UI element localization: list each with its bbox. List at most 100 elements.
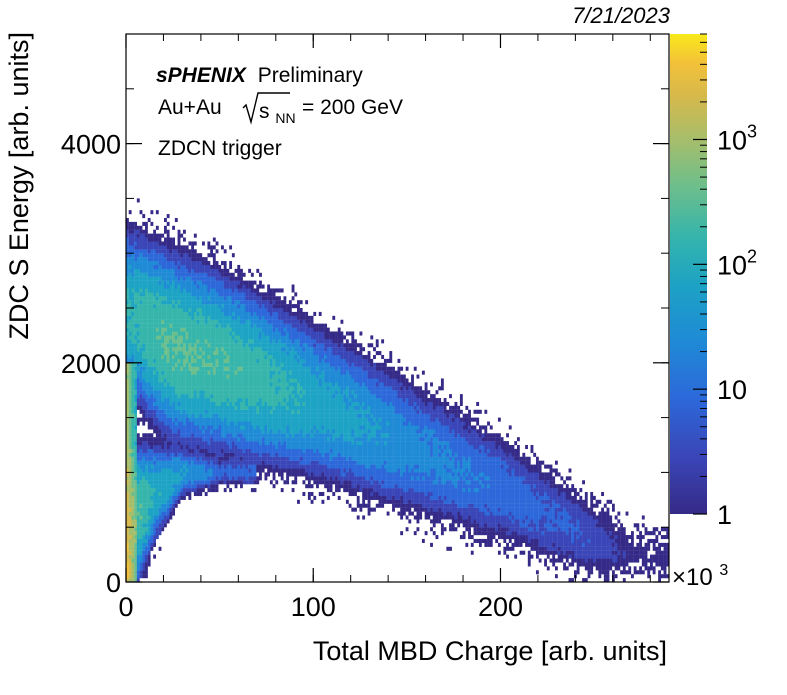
heatmap-cell xyxy=(250,437,254,442)
heatmap-cell xyxy=(242,382,246,387)
heatmap-cell xyxy=(207,374,211,379)
heatmap-cell xyxy=(299,358,303,363)
heatmap-cell xyxy=(164,460,167,465)
heatmap-cell xyxy=(155,327,159,332)
heatmap-cell xyxy=(145,468,148,473)
heatmap-cell xyxy=(221,460,224,465)
heatmap-cell xyxy=(128,472,132,477)
heatmap-cell xyxy=(172,456,176,461)
heatmap-cell xyxy=(237,343,241,348)
heatmap-cell xyxy=(278,398,281,403)
heatmap-cell xyxy=(155,460,159,465)
heatmap-cell xyxy=(153,507,157,512)
heatmap-cell xyxy=(326,445,330,450)
heatmap-cell xyxy=(267,441,271,446)
heatmap-cell xyxy=(278,421,281,426)
heatmap-cell xyxy=(354,409,357,414)
heatmap-cell xyxy=(248,304,252,309)
heatmap-cell xyxy=(310,472,314,477)
heatmap-cell xyxy=(193,308,197,313)
heatmap-cell xyxy=(318,433,322,438)
heatmap-cell xyxy=(269,327,273,332)
heatmap-cell xyxy=(207,268,211,273)
heatmap-cell xyxy=(269,311,273,316)
heatmap-cell xyxy=(275,335,279,340)
heatmap-cell xyxy=(248,292,252,297)
heatmap-cell xyxy=(223,268,227,273)
heatmap-cell xyxy=(329,456,333,461)
heatmap-cell xyxy=(147,351,151,356)
heatmap-cell xyxy=(302,448,306,453)
heatmap-cell xyxy=(204,261,208,266)
heatmap-cell xyxy=(337,370,341,375)
heatmap-cell xyxy=(199,264,203,269)
heatmap-cell xyxy=(261,323,265,328)
heatmap-cell xyxy=(326,425,330,430)
heatmap-cell xyxy=(212,437,216,442)
heatmap-cell xyxy=(150,237,154,242)
heatmap-cell xyxy=(234,382,238,387)
heatmap-cell xyxy=(150,538,154,543)
heatmap-cell xyxy=(329,401,333,406)
heatmap-cell xyxy=(147,327,151,332)
heatmap-cell xyxy=(326,398,330,403)
heatmap-cell xyxy=(272,398,276,403)
heatmap-cell xyxy=(128,491,132,497)
heatmap-cell xyxy=(126,308,129,313)
heatmap-cell xyxy=(253,382,257,387)
heatmap-cell xyxy=(199,354,203,360)
heatmap-cell xyxy=(131,366,135,371)
heatmap-cell xyxy=(335,484,338,489)
heatmap-cell xyxy=(207,464,211,469)
heatmap-cell xyxy=(158,409,162,414)
heatmap-cell xyxy=(193,370,197,375)
heatmap-cell xyxy=(332,445,336,450)
heatmap-cell xyxy=(185,280,189,285)
heatmap-cell xyxy=(196,272,200,277)
heatmap-cell xyxy=(348,358,352,363)
heatmap-cell xyxy=(242,343,246,348)
heatmap-cell xyxy=(234,394,238,399)
heatmap-cell xyxy=(302,452,306,457)
heatmap-cell xyxy=(158,429,162,434)
heatmap-cell xyxy=(131,335,135,340)
heatmap-cell xyxy=(164,331,167,336)
heatmap-cell xyxy=(267,374,271,379)
heatmap-cell xyxy=(131,264,135,269)
heatmap-cell xyxy=(145,241,148,246)
heatmap-cell xyxy=(345,433,349,438)
heatmap-cell xyxy=(202,268,205,273)
heatmap-cell xyxy=(348,331,352,336)
heatmap-cell xyxy=(278,319,281,324)
heatmap-cell xyxy=(264,460,268,465)
heatmap-cell xyxy=(158,351,162,356)
heatmap-cell xyxy=(343,347,347,352)
heatmap-cell xyxy=(324,472,328,477)
heatmap-cell xyxy=(229,409,233,414)
heatmap-cell xyxy=(153,398,157,403)
heatmap-cell xyxy=(229,468,233,473)
heatmap-cell xyxy=(332,370,336,375)
heatmap-cell xyxy=(126,488,129,493)
heatmap-cell xyxy=(139,484,143,489)
heatmap-cell xyxy=(210,480,214,485)
heatmap-cell xyxy=(256,300,260,305)
heatmap-cell xyxy=(134,249,138,254)
heatmap-cell xyxy=(221,472,224,477)
heatmap-cell xyxy=(164,394,167,399)
heatmap-cell xyxy=(286,374,290,379)
heatmap-cell xyxy=(223,311,227,316)
heatmap-cell xyxy=(291,343,295,348)
heatmap-cell xyxy=(193,405,197,410)
heatmap-cell xyxy=(145,351,148,356)
heatmap-cell xyxy=(126,413,129,418)
heatmap-cell xyxy=(229,448,233,453)
heatmap-cell xyxy=(174,468,178,473)
heatmap-cell xyxy=(128,241,132,246)
heatmap-cell xyxy=(134,468,138,473)
heatmap-cell xyxy=(275,300,279,305)
heatmap-cell xyxy=(229,315,233,320)
heatmap-cell xyxy=(207,264,211,269)
heatmap-cell xyxy=(294,354,298,360)
heatmap-cell xyxy=(134,448,138,453)
